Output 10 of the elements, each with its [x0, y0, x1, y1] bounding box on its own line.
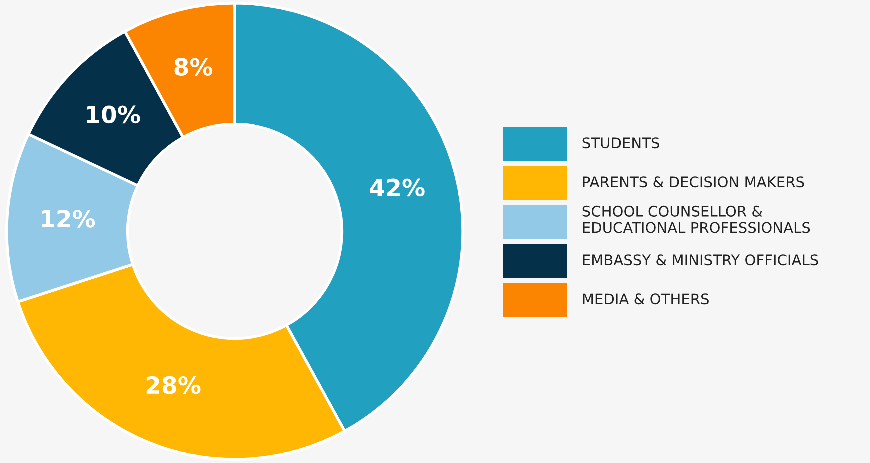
legend-label: PARENTS & DECISION MAKERS [583, 176, 804, 188]
data-label: 12% [42, 210, 96, 228]
data-label: 8% [174, 58, 213, 76]
legend-label: MEDIA & OTHERS [583, 294, 709, 305]
legend-label: STUDENTS [582, 138, 660, 149]
data-label: 42% [370, 178, 425, 197]
legend-label: SCHOOL COUNSELLOR & EDUCATIONAL PROFESSIONALS [582, 206, 810, 234]
data-label: 28% [146, 376, 201, 394]
legend-label: EMBASSY & MINISTRY OFFICIALS [583, 254, 818, 266]
data-label: 10% [87, 106, 140, 124]
